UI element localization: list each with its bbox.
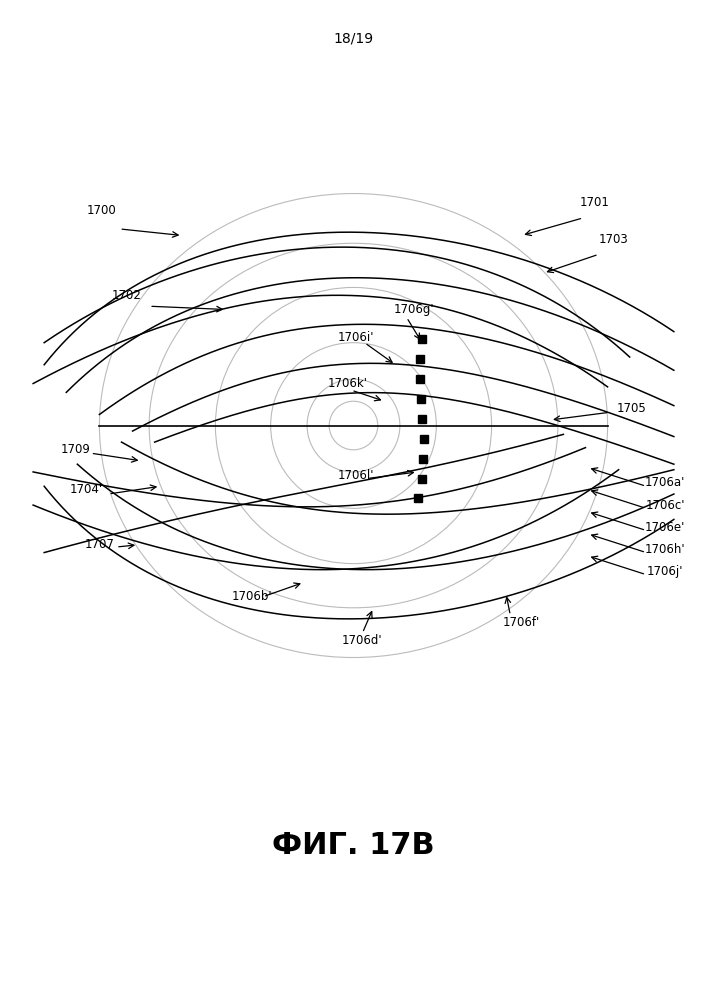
Text: 1706j': 1706j'	[647, 565, 683, 578]
Text: 1706e': 1706e'	[645, 521, 685, 534]
Text: 1706b': 1706b'	[232, 590, 272, 603]
Text: 1703: 1703	[598, 233, 628, 246]
Text: 1706a': 1706a'	[645, 476, 685, 489]
Text: 1706h': 1706h'	[645, 543, 685, 556]
Text: 1706k': 1706k'	[328, 377, 368, 390]
Text: 1706c': 1706c'	[645, 499, 685, 512]
Text: 1709: 1709	[60, 443, 90, 456]
Text: 1706d': 1706d'	[342, 634, 382, 647]
Text: 1700: 1700	[87, 204, 117, 217]
Text: 1701: 1701	[579, 196, 609, 209]
Text: 1705: 1705	[617, 402, 647, 415]
Text: 1706g': 1706g'	[394, 303, 435, 316]
Text: 1706f': 1706f'	[503, 616, 540, 629]
Text: 1704': 1704'	[69, 483, 103, 496]
Text: 1706i': 1706i'	[337, 331, 374, 344]
Text: 1707: 1707	[84, 538, 115, 551]
Text: 1706l': 1706l'	[337, 469, 374, 482]
Text: ФИГ. 17В: ФИГ. 17В	[272, 830, 435, 859]
Text: 18/19: 18/19	[334, 31, 373, 45]
Text: 1702: 1702	[112, 289, 142, 302]
